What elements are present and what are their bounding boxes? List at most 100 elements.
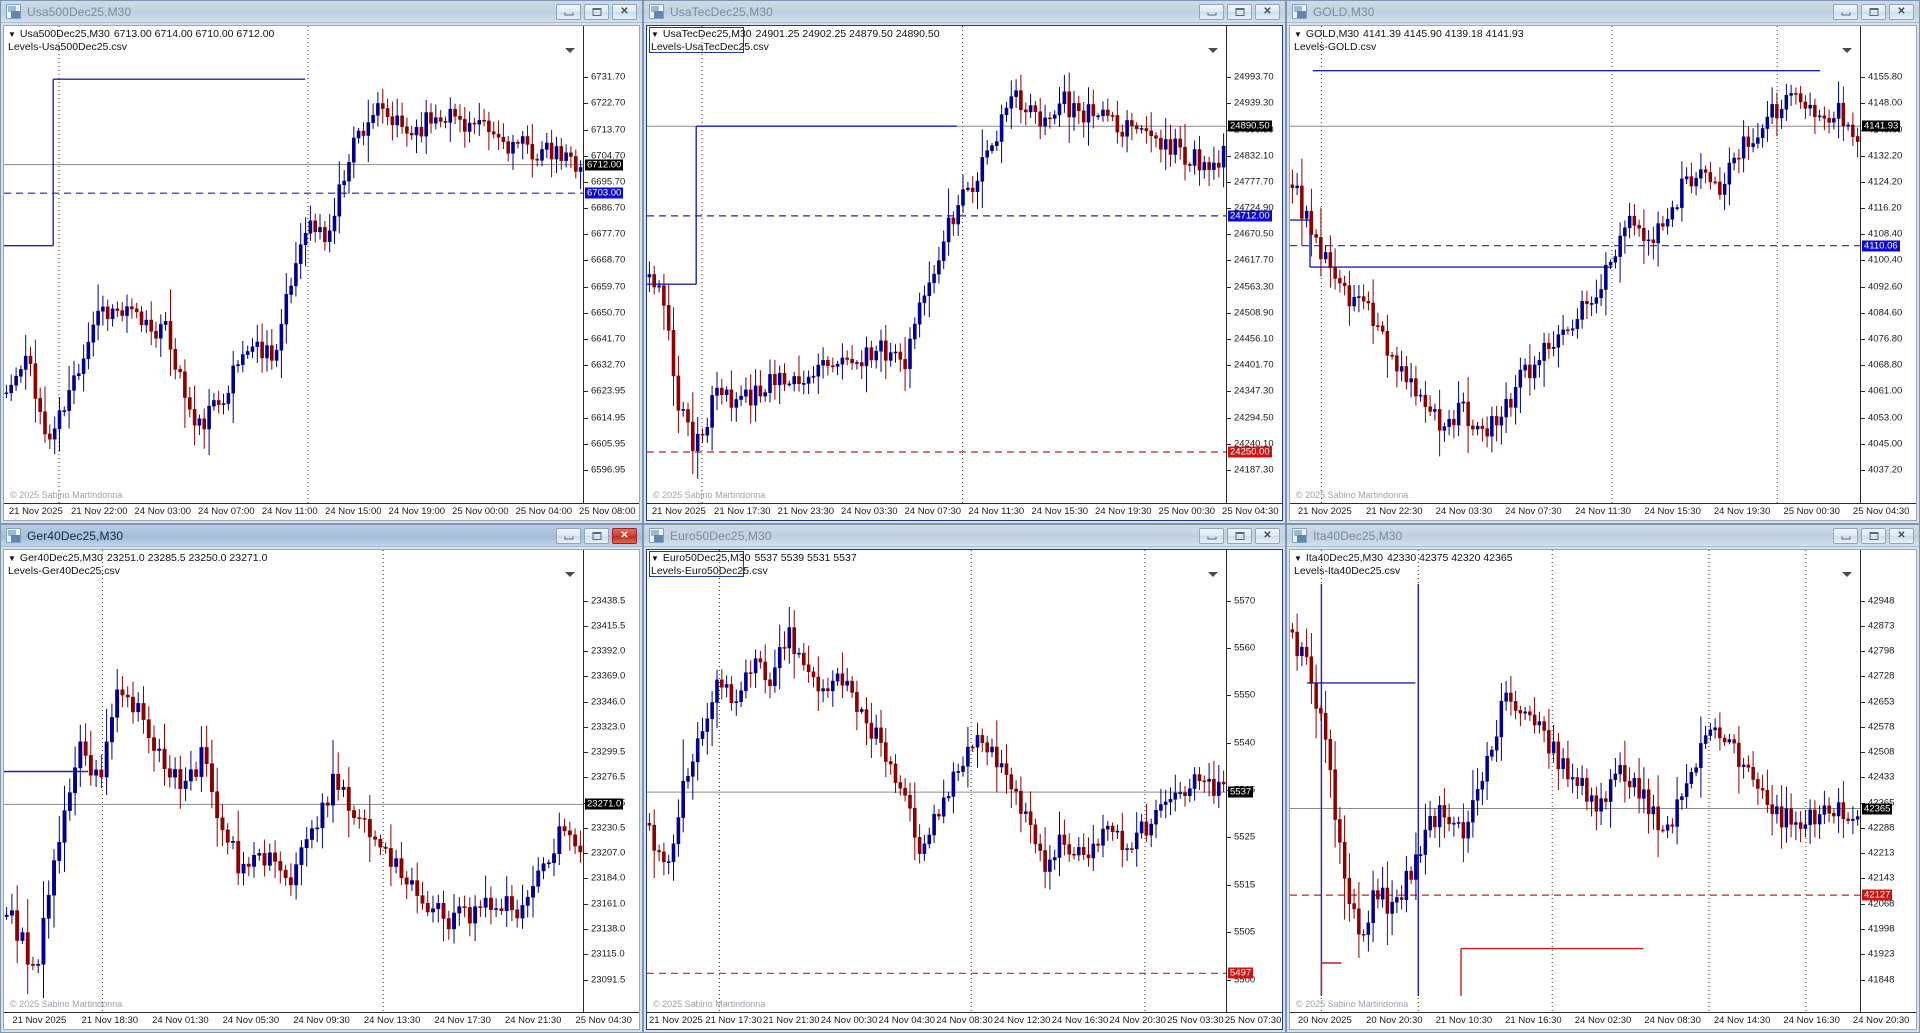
chart-canvas-usatec[interactable]: ▼ UsaTecDec25,M30 24901.25 24902.25 24879.… [646,25,1283,521]
maximize-button-usa500[interactable] [584,3,609,20]
price-tick-label: 24832.10 [1234,150,1274,162]
chart-window-icon [1292,4,1307,19]
minimize-button-ger40[interactable] [556,527,581,544]
minimize-button-ita40[interactable] [1833,527,1858,544]
time-tick-label: 25 Nov 08:00 [579,506,636,517]
time-tick-label: 21 Nov 10:30 [1435,1015,1493,1026]
plot-area-usa500[interactable]: ▼ Usa500Dec25,M30 6713.00 6714.00 6710.00 … [4,26,583,503]
time-axis-gold[interactable]: 21 Nov 2025 21 Nov 22:30 24 Nov 03:30 24 No… [1290,503,1916,520]
price-tick-label: 6695.70 [591,176,626,188]
plot-area-gold[interactable]: ▼ GOLD,M30 4141.39 4145.90 4139.18 4141.93… [1290,26,1860,503]
price-tick [1861,903,1865,905]
time-axis-ger40[interactable]: 21 Nov 2025 21 Nov 18:30 24 Nov 01:30 24 No… [4,1012,639,1029]
price-tick-label: 6623.95 [591,385,626,397]
price-axis-euro50[interactable]: 5570556055505540553555255515550555005537… [1226,550,1282,1012]
plot-area-ger40[interactable]: ▼ Ger40Dec25,M30 23251.0 23285.5 23250.0 2… [4,550,583,1012]
chart-window-usatec[interactable]: UsaTecDec25,M30 ✕ ▼ UsaTecDec25,M30 24901.25… [643,0,1286,524]
price-tick [1227,600,1231,602]
window-title-ita40: Ita40Dec25,M30 [1313,528,1403,543]
price-tick [584,443,588,445]
chart-window-euro50[interactable]: Euro50Dec25,M30 ✕ ▼ Euro50Dec25,M30 5537 553… [643,524,1286,1033]
plot-area-ita40[interactable]: ▼ Ita40Dec25,M30 42330 42375 42320 42365 Le… [1290,550,1860,1012]
price-tick-label: 6686.70 [591,202,626,214]
scroll-indicator-icon-gold[interactable] [1842,48,1852,53]
time-axis-usa500[interactable]: 21 Nov 2025 21 Nov 22:00 24 Nov 03:00 24 No… [4,503,639,520]
chart-window-usa500[interactable]: Usa500Dec25,M30 ✕ ▼ Usa500Dec25,M30 6713.00 … [0,0,643,524]
time-axis-euro50[interactable]: 21 Nov 2025 21 Nov 17:30 21 Nov 21:30 24 No… [647,1012,1282,1029]
chart-canvas-gold[interactable]: ▼ GOLD,M30 4141.39 4145.90 4139.18 4141.93… [1289,25,1917,521]
scroll-indicator-icon-euro50[interactable] [1208,572,1218,577]
minimize-button-usatec[interactable] [1199,3,1224,20]
scroll-indicator-icon-usa500[interactable] [565,48,575,53]
chart-canvas-ger40[interactable]: ▼ Ger40Dec25,M30 23251.0 23285.5 23250.0 2… [3,549,640,1030]
price-marker-red: 5497 [1228,967,1254,979]
minimize-button-usatec-glyph [1207,12,1216,15]
titlebar-euro50[interactable]: Euro50Dec25,M30 ✕ [644,525,1285,547]
maximize-button-ger40[interactable] [584,527,609,544]
time-tick-label: 24 Nov 11:00 [261,506,318,517]
titlebar-ger40[interactable]: Ger40Dec25,M30 ✕ [1,525,642,547]
chart-canvas-euro50[interactable]: ▼ Euro50Dec25,M30 5537 5539 5531 5537 Level… [646,549,1283,1030]
time-axis-usatec[interactable]: 21 Nov 2025 21 Nov 17:30 21 Nov 23:30 24 No… [647,503,1282,520]
copyright-usatec: © 2025 Sabino Martindonna [653,490,766,500]
price-tick [1861,391,1865,393]
plot-area-euro50[interactable]: ▼ Euro50Dec25,M30 5537 5539 5531 5537 Level… [647,550,1226,1012]
titlebar-usa500[interactable]: Usa500Dec25,M30 ✕ [1,1,642,23]
price-axis-ita40[interactable]: 42948 42873 42798 42728 42653 42578 42508 42433… [1860,550,1916,1012]
close-button-gold[interactable]: ✕ [1889,3,1914,20]
header-highlight-euro50 [649,551,744,577]
time-tick-label: 21 Nov 2025 [12,1015,67,1026]
minimize-button-gold-glyph [1841,12,1850,15]
price-tick-label: 23438.5 [591,595,626,606]
time-axis-ita40[interactable]: 20 Nov 2025 20 Nov 20:30 21 Nov 10:30 21 No… [1290,1012,1916,1029]
minimize-button-gold[interactable] [1833,3,1858,20]
price-tick [1227,417,1231,419]
titlebar-gold[interactable]: GOLD,M30 ✕ [1287,1,1919,23]
minimize-button-usa500[interactable] [556,3,581,20]
price-tick-label: 6641.70 [591,333,626,345]
close-button-euro50[interactable]: ✕ [1255,527,1280,544]
price-tick-label: 4053.00 [1868,412,1903,423]
time-tick-label: 24 Nov 16:30 [1783,1015,1840,1026]
price-tick-label: 6614.95 [591,412,626,423]
time-tick-label: 24 Nov 03:30 [841,506,898,517]
chart-window-ita40[interactable]: Ita40Dec25,M30 ✕ ▼ Ita40Dec25,M30 42330 4237… [1286,524,1920,1033]
close-button-usatec[interactable]: ✕ [1255,3,1280,20]
scroll-indicator-icon-ita40[interactable] [1842,572,1852,577]
plot-area-usatec[interactable]: ▼ UsaTecDec25,M30 24901.25 24902.25 24879.… [647,26,1226,503]
price-tick-label: 23392.0 [591,645,626,657]
chart-window-gold[interactable]: GOLD,M30 ✕ ▼ GOLD,M30 4141.39 4145.90 4139.1… [1286,0,1920,524]
price-tick [1861,827,1865,829]
chart-window-ger40[interactable]: Ger40Dec25,M30 ✕ ▼ Ger40Dec25,M30 23251.0 23… [0,524,643,1033]
price-axis-gold[interactable]: 4155.804148.004140.004132.204124.204116.… [1860,26,1916,503]
window-title-usa500: Usa500Dec25,M30 [27,4,132,19]
price-axis-usatec[interactable]: 24993.70 24939.30 24890.50 24832.10 24777.70… [1226,26,1282,503]
price-tick [584,625,588,627]
candlestick-series-usatec [647,26,1226,503]
price-tick-label: 24240.10 [1234,438,1274,450]
price-axis-usa500[interactable]: 6731.70 6722.70 6713.70 6704.70 6695.70 6686.… [583,26,639,503]
price-tick-label: 5505 [1234,926,1256,938]
price-tick [1861,979,1865,981]
price-tick [584,365,588,367]
price-axis-ger40[interactable]: 23438.5 23415.5 23392.0 23369.0 23346.0 23323… [583,550,639,1012]
maximize-button-ita40[interactable] [1861,527,1886,544]
chart-canvas-ita40[interactable]: ▼ Ita40Dec25,M30 42330 42375 42320 42365 Le… [1289,549,1917,1030]
maximize-button-usatec[interactable] [1227,3,1252,20]
close-button-usa500[interactable]: ✕ [612,3,637,20]
maximize-button-gold[interactable] [1861,3,1886,20]
close-button-ger40[interactable]: ✕ [612,527,637,544]
price-tick-label: 24563.30 [1234,281,1274,293]
close-button-ita40[interactable]: ✕ [1889,527,1914,544]
titlebar-ita40[interactable]: Ita40Dec25,M30 ✕ [1287,525,1919,547]
price-tick-label: 4061.00 [1868,385,1903,397]
minimize-button-euro50[interactable] [1199,527,1224,544]
scroll-indicator-icon-ger40[interactable] [565,572,575,577]
price-tick [1227,443,1231,445]
chart-canvas-usa500[interactable]: ▼ Usa500Dec25,M30 6713.00 6714.00 6710.00 … [3,25,640,521]
price-tick [1227,181,1231,183]
scroll-indicator-icon-usatec[interactable] [1208,48,1218,53]
maximize-button-euro50[interactable] [1227,527,1252,544]
time-tick-label: 24 Nov 04:30 [878,1015,936,1026]
titlebar-usatec[interactable]: UsaTecDec25,M30 ✕ [644,1,1285,23]
